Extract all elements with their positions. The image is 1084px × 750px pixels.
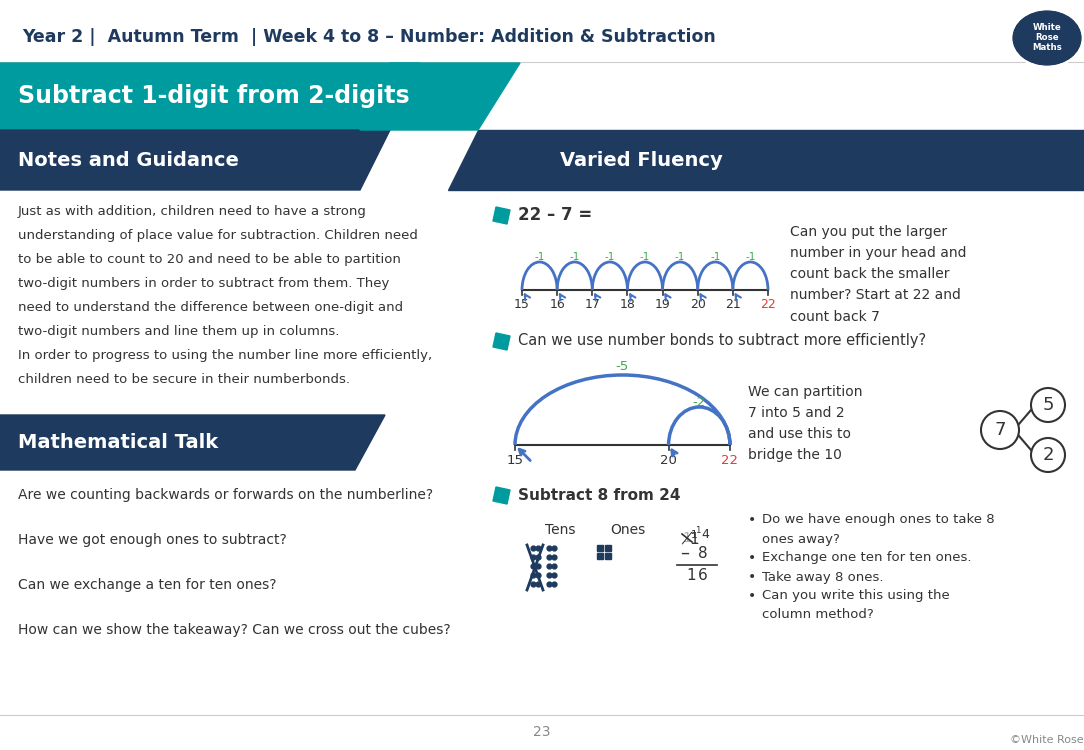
Text: In order to progress to using the number line more efficiently,: In order to progress to using the number… — [18, 349, 433, 362]
Text: children need to be secure in their numberbonds.: children need to be secure in their numb… — [18, 373, 350, 386]
Polygon shape — [493, 487, 509, 504]
Text: 6: 6 — [698, 568, 708, 584]
Text: $^1\!\!\not{\!1}$: $^1\!\!\not{\!1}$ — [682, 529, 700, 548]
Text: 1: 1 — [686, 568, 696, 584]
Text: 7: 7 — [994, 421, 1006, 439]
Text: 22 – 7 =: 22 – 7 = — [518, 206, 592, 224]
Text: Subtract 1-digit from 2-digits: Subtract 1-digit from 2-digits — [18, 84, 410, 108]
Text: 15: 15 — [506, 454, 524, 466]
Polygon shape — [448, 130, 1084, 190]
Text: •: • — [748, 551, 757, 565]
Text: -1: -1 — [534, 252, 545, 262]
Text: 23: 23 — [533, 725, 551, 739]
Text: Tens: Tens — [545, 523, 576, 537]
Text: need to understand the difference between one-digit and: need to understand the difference betwee… — [18, 301, 403, 314]
Text: understanding of place value for subtraction. Children need: understanding of place value for subtrac… — [18, 229, 417, 242]
Text: Take away 8 ones.: Take away 8 ones. — [762, 571, 883, 584]
Text: 15: 15 — [514, 298, 530, 311]
Text: How can we show the takeaway? Can we cross out the cubes?: How can we show the takeaway? Can we cro… — [18, 623, 451, 637]
Text: -1: -1 — [569, 252, 580, 262]
Text: Do we have enough ones to take 8: Do we have enough ones to take 8 — [762, 514, 995, 526]
Text: 1: 1 — [683, 531, 692, 545]
Text: 20: 20 — [660, 454, 678, 466]
Text: Notes and Guidance: Notes and Guidance — [18, 151, 238, 170]
Text: Ones: Ones — [610, 523, 646, 537]
Polygon shape — [493, 333, 509, 350]
Text: 16: 16 — [550, 298, 565, 311]
Text: 2: 2 — [1042, 446, 1054, 464]
Text: -1: -1 — [640, 252, 650, 262]
Text: 21: 21 — [725, 298, 740, 311]
Ellipse shape — [1011, 9, 1083, 67]
Text: Can we use number bonds to subtract more efficiently?: Can we use number bonds to subtract more… — [518, 334, 926, 349]
Text: ©White Rose Maths: ©White Rose Maths — [1009, 735, 1084, 745]
Text: 18: 18 — [619, 298, 635, 311]
Text: –: – — [681, 544, 689, 562]
Text: Subtract 8 from 24: Subtract 8 from 24 — [518, 488, 681, 502]
Text: two-digit numbers and line them up in columns.: two-digit numbers and line them up in co… — [18, 325, 339, 338]
Text: •: • — [748, 513, 757, 527]
Text: -2: -2 — [693, 395, 706, 409]
Polygon shape — [0, 130, 390, 190]
Text: -1: -1 — [605, 252, 615, 262]
Polygon shape — [360, 63, 520, 130]
Text: two-digit numbers in order to subtract from them. They: two-digit numbers in order to subtract f… — [18, 277, 389, 290]
Text: 8: 8 — [698, 545, 708, 560]
Text: -5: -5 — [616, 361, 629, 374]
Text: Can you write this using the: Can you write this using the — [762, 590, 950, 602]
Text: 5: 5 — [1042, 396, 1054, 414]
Polygon shape — [0, 415, 385, 470]
Text: column method?: column method? — [762, 608, 874, 622]
Text: 22: 22 — [760, 298, 776, 311]
Polygon shape — [0, 63, 420, 130]
Text: $^1$4: $^1$4 — [695, 526, 711, 542]
Ellipse shape — [1014, 11, 1081, 65]
Polygon shape — [493, 207, 509, 224]
Text: 19: 19 — [655, 298, 670, 311]
Text: 20: 20 — [689, 298, 706, 311]
Text: Maths: Maths — [1032, 43, 1062, 52]
Text: Are we counting backwards or forwards on the numberline?: Are we counting backwards or forwards on… — [18, 488, 434, 502]
Text: Can you put the larger
number in your head and
count back the smaller
number? St: Can you put the larger number in your he… — [790, 225, 967, 323]
Text: -1: -1 — [675, 252, 685, 262]
Text: •: • — [748, 589, 757, 603]
Text: Exchange one ten for ten ones.: Exchange one ten for ten ones. — [762, 551, 971, 565]
Text: Mathematical Talk: Mathematical Talk — [18, 433, 218, 452]
Text: 22: 22 — [722, 454, 738, 466]
Text: 17: 17 — [584, 298, 601, 311]
Text: -1: -1 — [710, 252, 721, 262]
Text: Just as with addition, children need to have a strong: Just as with addition, children need to … — [18, 205, 366, 218]
Text: Can we exchange a ten for ten ones?: Can we exchange a ten for ten ones? — [18, 578, 276, 592]
Text: to be able to count to 20 and need to be able to partition: to be able to count to 20 and need to be… — [18, 253, 401, 266]
Text: White: White — [1033, 23, 1061, 32]
Text: Year 2 |  Autumn Term  | Week 4 to 8 – Number: Addition & Subtraction: Year 2 | Autumn Term | Week 4 to 8 – Num… — [22, 28, 715, 46]
Text: Rose: Rose — [1035, 32, 1059, 41]
Text: Have we got enough ones to subtract?: Have we got enough ones to subtract? — [18, 533, 287, 547]
Text: -1: -1 — [745, 252, 756, 262]
Text: ones away?: ones away? — [762, 532, 840, 545]
Text: We can partition
7 into 5 and 2
and use this to
bridge the 10: We can partition 7 into 5 and 2 and use … — [748, 385, 863, 463]
Text: •: • — [748, 570, 757, 584]
Text: Varied Fluency: Varied Fluency — [560, 151, 723, 170]
